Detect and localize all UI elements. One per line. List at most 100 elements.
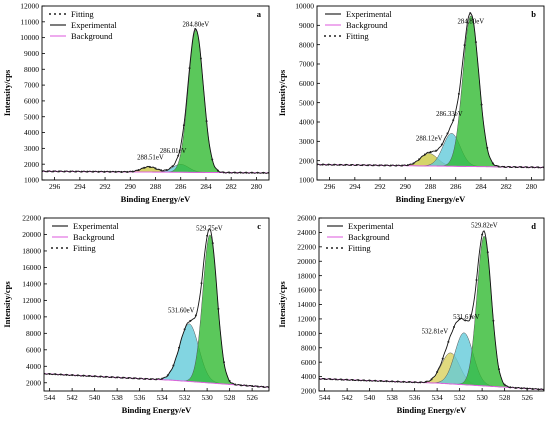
x-tick-label-c: 528 <box>224 393 236 402</box>
x-tick-label-c: 534 <box>157 393 169 402</box>
fitting-point-a <box>86 170 89 173</box>
legend-entry-d: Experimental <box>348 221 394 231</box>
fitting-point-b <box>327 163 330 166</box>
fitting-point-a <box>239 171 242 174</box>
chart-panel-b: 296 294 292 290 288 286 284 282 280 1000 2000 3000 4… <box>275 0 550 212</box>
fitting-point-d <box>363 379 365 382</box>
x-tick-label-d: 540 <box>364 393 376 402</box>
x-tick-label-b: 280 <box>526 182 538 191</box>
x-tick-label-a: 296 <box>49 182 61 191</box>
fitting-point-a <box>143 166 146 169</box>
fitting-point-c <box>138 377 141 380</box>
fitting-point-c <box>183 328 186 331</box>
fitting-point-b <box>435 149 438 152</box>
x-tick-label-b: 290 <box>400 182 412 191</box>
y-tick-label-c: 20000 <box>22 230 41 239</box>
fitting-point-d <box>334 378 337 381</box>
fitting-point-c <box>251 385 254 388</box>
fitting-point-b <box>486 146 489 149</box>
fitting-point-d <box>368 379 371 382</box>
legend-swatch-fitting-d <box>331 247 333 249</box>
y-tick-label-d: 10000 <box>297 329 316 338</box>
fitting-point-a <box>194 28 197 30</box>
peak-label-b-0: 284.80eV <box>458 18 485 25</box>
peak-area-d-0 <box>319 235 544 390</box>
chart-svg-d: 544 542 540 538 536 534 532 530 528 526 2000 4000 60… <box>277 214 545 415</box>
fitting-point-a <box>171 165 174 168</box>
y-tick-label-a: 1000 <box>24 176 39 185</box>
fitting-point-d <box>413 381 416 384</box>
legend-entry-d: Background <box>348 232 390 242</box>
fitting-point-c <box>149 378 152 381</box>
y-tick-label-d: 22000 <box>297 242 316 251</box>
peak-label-d-2: 532.81eV <box>422 328 449 335</box>
legend-entry-c: Fitting <box>73 243 96 253</box>
legend-entry-c: Background <box>73 232 115 242</box>
y-tick-label-c: 4000 <box>26 362 41 371</box>
legend-swatch-fitting-c <box>51 247 53 249</box>
x-tick-label-c: 542 <box>67 393 79 402</box>
fitting-point-d <box>447 340 450 343</box>
y-tick-label-b: 9000 <box>299 21 314 30</box>
y-tick-label-a: 2000 <box>24 160 39 169</box>
legend-swatch-fitting-c <box>61 247 63 249</box>
x-tick-label-a: 280 <box>251 182 263 191</box>
fitting-point-c <box>121 376 124 379</box>
legend-swatch-fitting-b <box>324 35 326 37</box>
experimental-line-d <box>319 230 544 391</box>
x-tick-label-c: 536 <box>134 393 146 402</box>
fitting-point-a <box>46 170 49 173</box>
experimental-line-a <box>42 28 269 174</box>
fitting-point-b <box>440 143 443 146</box>
fitting-point-c <box>116 376 119 379</box>
panel-letter-b: b <box>531 9 536 19</box>
legend-entry-b: Experimental <box>346 9 392 19</box>
fitting-point-d <box>509 386 512 389</box>
fitting-point-b <box>474 41 477 44</box>
fitting-point-a <box>126 170 129 173</box>
y-tick-label-a: 7000 <box>24 81 39 90</box>
fitting-point-d <box>351 378 354 381</box>
y-tick-label-c: 22000 <box>22 214 41 223</box>
y-tick-label-d: 20000 <box>297 257 316 266</box>
fitting-point-c <box>99 375 102 378</box>
fitting-point-b <box>389 164 392 167</box>
fitting-point-b <box>497 165 500 168</box>
peak-label-d-1: 531.61eV <box>453 314 480 321</box>
legend-entry-a: Experimental <box>71 20 117 30</box>
y-tick-label-d: 12000 <box>297 315 316 324</box>
fitting-point-a <box>114 170 117 173</box>
fitting-point-c <box>211 242 214 245</box>
fitting-point-b <box>361 164 364 167</box>
x-tick-label-a: 294 <box>74 182 86 191</box>
peak-label-a-0: 284.80eV <box>183 22 210 29</box>
fitting-point-d <box>408 381 410 384</box>
y-tick-label-a: 3000 <box>24 144 39 153</box>
fitting-point-c <box>65 373 68 376</box>
fitting-point-b <box>525 166 528 169</box>
chart-svg-b: 296 294 292 290 288 286 284 282 280 1000 2000 3000 4… <box>277 2 545 204</box>
y-tick-label-c: 12000 <box>22 296 41 305</box>
fitting-point-c <box>228 380 231 382</box>
peak-label-b-1: 286.33eV <box>436 111 463 118</box>
chart-svg-c: 544 542 540 538 536 534 532 530 528 526 2000 4000 60… <box>2 214 270 415</box>
fitting-point-d <box>402 380 405 383</box>
fitting-point-d <box>346 378 349 381</box>
x-tick-label-d: 526 <box>522 393 534 402</box>
y-tick-label-d: 24000 <box>297 228 316 237</box>
fitting-point-a <box>256 171 259 174</box>
fitting-point-c <box>71 374 74 377</box>
fitting-point-b <box>395 164 398 167</box>
fitting-point-c <box>155 378 158 381</box>
x-tick-label-c: 530 <box>202 393 214 402</box>
fitting-point-a <box>80 170 83 173</box>
fitting-point-a <box>58 170 61 173</box>
fitting-point-c <box>88 374 90 377</box>
y-tick-label-a: 12000 <box>20 2 39 11</box>
fitting-point-d <box>424 380 427 383</box>
fitting-point-d <box>498 368 500 371</box>
fitting-point-a <box>250 171 253 174</box>
fitting-point-c <box>206 234 209 237</box>
fitting-point-d <box>458 318 461 321</box>
peak-area-c-0 <box>44 234 269 388</box>
